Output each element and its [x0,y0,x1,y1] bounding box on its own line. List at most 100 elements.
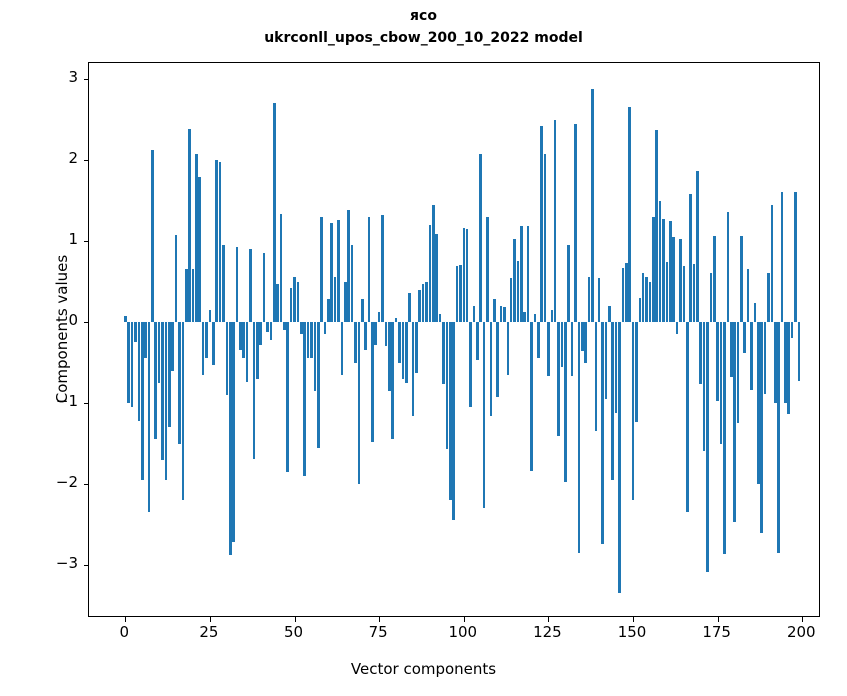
bar-component-117 [520,225,523,322]
x-tick-label-25: 25 [199,623,219,641]
bar-component-195 [784,322,787,403]
bar-component-28 [218,162,222,322]
bar-component-0 [124,315,127,322]
bar-component-146 [618,322,621,594]
bar-component-138 [591,88,594,322]
bar-component-198 [794,192,797,322]
bar-component-105 [479,153,483,322]
bar-component-166 [685,322,689,513]
bar-component-68 [354,322,357,363]
bar-component-3 [134,322,137,343]
bar-component-157 [655,130,659,322]
bar-component-93 [438,313,442,322]
bar-component-172 [706,322,709,573]
bar-component-12 [164,322,168,480]
bar-component-115 [513,239,516,322]
chart-title: ясо ukrconll_upos_cbow_200_10_2022 model [0,6,847,49]
bar-component-159 [662,219,665,322]
bar-component-152 [638,297,642,322]
bar-component-113 [506,322,510,376]
x-tick-50 [294,616,296,622]
bar-component-150 [631,322,635,501]
bar-component-47 [283,322,286,331]
bar-component-33 [235,246,239,322]
bar-component-85 [411,322,415,416]
bar-component-170 [699,322,703,385]
x-tick-label-50: 50 [284,623,304,641]
bar-component-11 [161,322,164,460]
bar-component-109 [492,299,496,322]
bar-component-100 [462,228,466,322]
bar-component-163 [675,322,679,335]
bar-component-55 [310,322,313,359]
bar-component-182 [740,236,743,322]
bar-component-62 [333,277,337,322]
bar-component-155 [648,281,652,322]
bar-component-190 [767,273,770,322]
bar-component-160 [665,262,669,322]
bar-component-177 [723,322,726,555]
bar-component-108 [489,322,493,416]
bar-component-181 [736,322,740,424]
bar-component-73 [371,322,374,442]
bar-component-14 [171,322,174,371]
bar-component-59 [323,322,327,335]
y-tick--2 [84,484,89,485]
bar-component-178 [726,211,730,322]
bar-component-24 [205,322,208,359]
bar-component-110 [496,322,499,398]
bar-component-8 [151,150,154,322]
bar-component-103 [472,305,476,322]
bar-component-191 [770,204,774,322]
bar-component-22 [198,177,202,322]
bar-component-187 [756,322,760,484]
bar-component-129 [560,322,564,368]
bar-component-86 [415,322,418,374]
bar-component-5 [140,322,144,480]
bar-component-43 [269,322,273,340]
bar-component-179 [729,322,733,378]
y-tick-label-0: 0 [68,311,78,329]
plot-area [84,62,820,622]
y-tick--1 [84,403,89,404]
bar-component-122 [536,322,540,359]
bar-component-69 [357,322,361,484]
bar-component-137 [587,277,591,322]
bar-component-145 [614,322,618,413]
x-tick-0 [125,616,127,622]
bar-component-176 [719,322,723,445]
y-tick-0 [84,322,89,323]
x-tick-label-100: 100 [448,623,478,641]
bar-component-147 [621,267,625,322]
bar-component-72 [367,216,371,322]
bar-component-40 [259,322,262,345]
bar-component-81 [398,322,401,363]
bar-component-167 [689,194,692,322]
bar-component-42 [266,322,269,332]
bar-component-18 [184,269,188,322]
x-tick-150 [633,616,635,622]
bar-component-174 [712,236,716,322]
bar-component-134 [577,322,581,553]
bar-component-78 [388,322,391,391]
bar-component-4 [137,322,141,421]
bar-component-188 [760,322,763,533]
bar-component-53 [303,322,306,476]
bar-component-175 [716,322,719,402]
bar-component-95 [445,322,449,450]
bar-component-67 [350,245,354,322]
y-tick-label--1: −1 [55,392,78,410]
bar-component-94 [442,322,445,385]
bar-component-17 [181,322,185,501]
bar-component-49 [289,287,293,322]
bar-component-27 [215,160,218,322]
bar-component-1 [127,322,130,403]
bar-component-162 [672,236,675,322]
bar-component-173 [709,272,713,322]
bar-component-37 [249,249,252,322]
bar-component-133 [574,123,577,322]
bar-component-131 [567,245,571,322]
y-tick-2 [84,160,89,161]
bar-component-186 [753,302,757,322]
bar-component-192 [773,322,777,403]
